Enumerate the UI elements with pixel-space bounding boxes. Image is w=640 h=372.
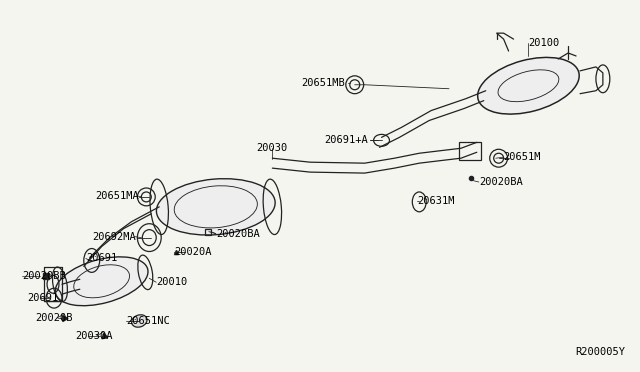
Text: 20691: 20691 xyxy=(86,253,117,263)
Text: R200005Y: R200005Y xyxy=(575,347,625,357)
Text: 20651M: 20651M xyxy=(504,152,541,162)
Text: 20020A: 20020A xyxy=(174,247,212,257)
Text: 20651MA: 20651MA xyxy=(95,191,140,201)
Bar xyxy=(459,142,481,160)
Text: 20020B: 20020B xyxy=(35,313,73,323)
Text: 20020BA: 20020BA xyxy=(479,177,522,187)
Text: 20631M: 20631M xyxy=(417,196,455,206)
Text: 20691+A: 20691+A xyxy=(324,135,367,145)
Text: 20691: 20691 xyxy=(28,293,58,303)
Text: 20010: 20010 xyxy=(156,277,188,287)
Text: 20020BA: 20020BA xyxy=(216,229,260,239)
Text: 20651NC: 20651NC xyxy=(127,316,170,326)
Ellipse shape xyxy=(55,257,148,306)
Ellipse shape xyxy=(477,57,579,114)
Text: 20100: 20100 xyxy=(529,38,560,48)
Text: 20030: 20030 xyxy=(257,143,288,153)
Ellipse shape xyxy=(156,179,275,235)
Text: 20030A: 20030A xyxy=(75,331,113,341)
Text: 20651MB: 20651MB xyxy=(301,78,345,88)
Text: 20020BB: 20020BB xyxy=(22,271,66,281)
Text: 20692MA: 20692MA xyxy=(93,232,136,242)
Ellipse shape xyxy=(132,315,147,327)
